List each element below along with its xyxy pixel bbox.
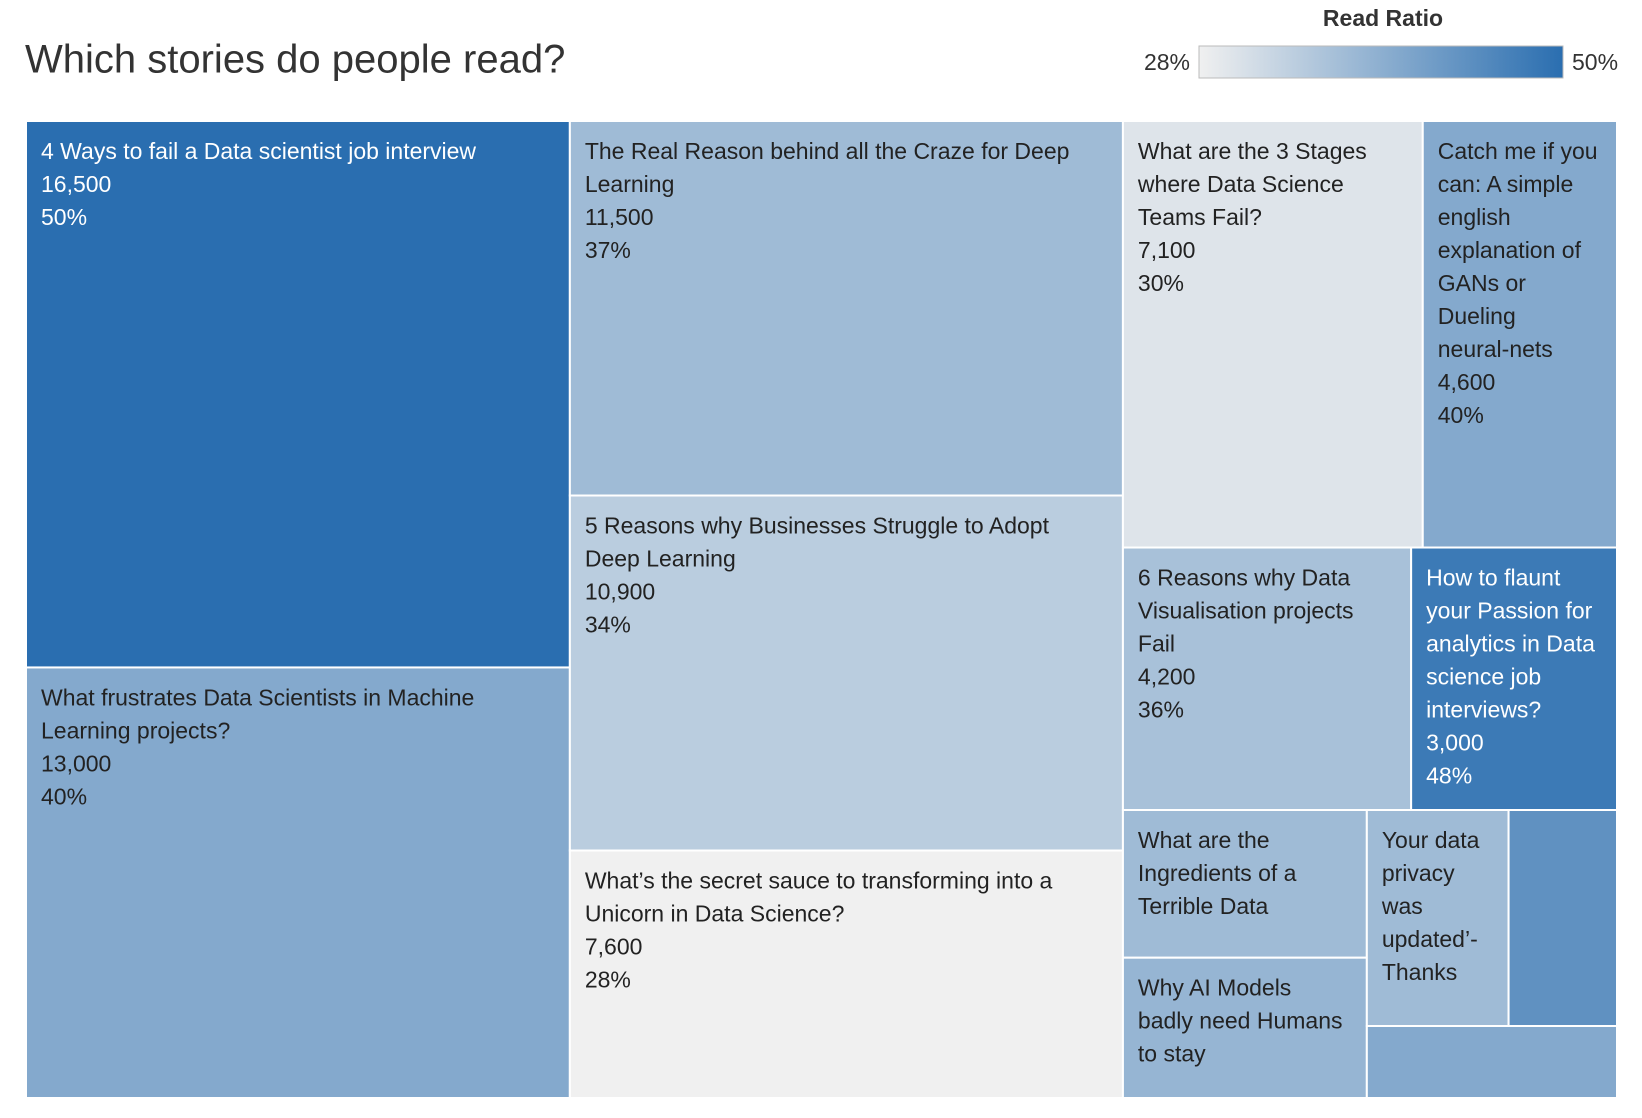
- tile-value: 7,100: [1138, 237, 1196, 263]
- tile: [568, 494, 1124, 852]
- tile-label: How to flaunt your Passion for analytics…: [1426, 565, 1601, 723]
- tile-label: What’s the secret sauce to transforming …: [585, 868, 1059, 927]
- tile-value: 4,200: [1138, 664, 1196, 690]
- tile-ratio: 40%: [1438, 402, 1484, 428]
- tile-label: Catch me if you can: A simple english ex…: [1438, 138, 1604, 362]
- legend-min-label: 28%: [1144, 49, 1190, 75]
- tile: [568, 849, 1124, 1100]
- tile-ratio: 40%: [41, 784, 87, 810]
- tile-value: 13,000: [41, 751, 111, 777]
- tile-value: 4,600: [1438, 369, 1496, 395]
- legend-color-bar: [1198, 45, 1564, 79]
- tile-ratio: 34%: [585, 612, 631, 638]
- tile-value: 3,000: [1426, 730, 1484, 756]
- tile-ratio: 50%: [41, 204, 87, 230]
- tile: [1121, 809, 1368, 959]
- tile-ratio: 30%: [1138, 270, 1184, 296]
- tile-label: Why AI Models badly need Humans to stay: [1138, 975, 1349, 1067]
- tile-label: The Real Reason behind all the Craze for…: [585, 138, 1076, 197]
- tile-value: 11,500: [585, 204, 654, 230]
- tile: [1410, 546, 1618, 812]
- tile-ratio: 28%: [585, 967, 631, 993]
- tile-value: 10,900: [585, 579, 655, 605]
- tile-label: Your data privacy was updated’- Thanks: [1381, 827, 1486, 985]
- tile: [1121, 956, 1368, 1100]
- tile-label: What are the Ingredients of a Terrible D…: [1138, 827, 1303, 919]
- legend-title: Read Ratio: [1323, 5, 1443, 31]
- tile-ratio: 48%: [1426, 763, 1472, 789]
- tile: [1421, 120, 1618, 549]
- tile-label: What are the 3 Stages where Data Science…: [1137, 138, 1373, 230]
- tile-label: 4 Ways to fail a Data scientist job inte…: [41, 138, 476, 164]
- tile: [25, 666, 571, 1099]
- tile-value: 7,600: [585, 934, 643, 960]
- chart-title: Which stories do people read?: [25, 38, 565, 82]
- tile-label: What frustrates Data Scientists in Machi…: [41, 685, 481, 744]
- tile-label: 5 Reasons why Businesses Struggle to Ado…: [585, 513, 1056, 572]
- tile: [1365, 1025, 1619, 1100]
- tile: [1507, 809, 1619, 1028]
- legend-max-label: 50%: [1572, 49, 1618, 75]
- tile-label: 6 Reasons why Data Visualisation project…: [1138, 565, 1360, 657]
- tile-ratio: 36%: [1138, 697, 1184, 723]
- tile: [25, 120, 571, 669]
- tile-value: 16,500: [41, 171, 111, 197]
- tile-ratio: 37%: [585, 237, 631, 263]
